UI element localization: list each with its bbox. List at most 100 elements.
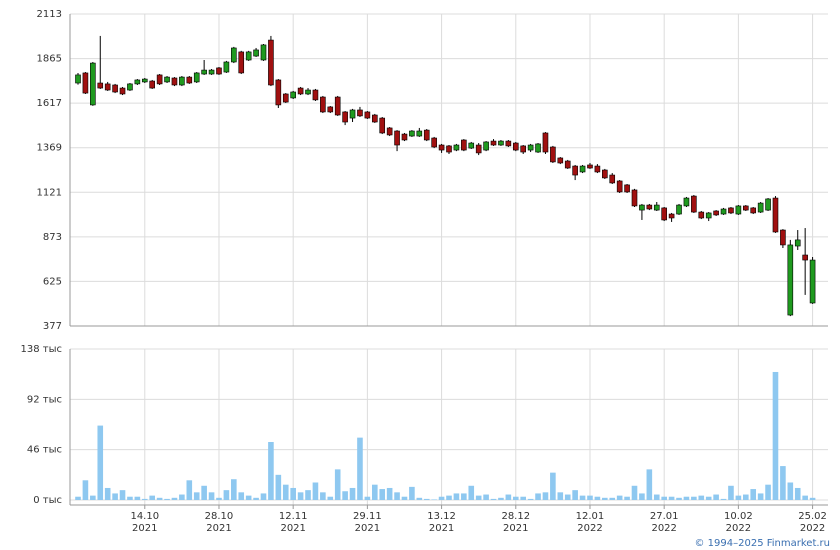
candle-body bbox=[498, 140, 504, 146]
candle-body bbox=[268, 39, 274, 86]
volume-bar bbox=[386, 487, 393, 500]
volume-bar bbox=[743, 494, 749, 500]
volume-bar bbox=[423, 498, 430, 500]
candle-body bbox=[82, 72, 89, 94]
candle-body bbox=[668, 213, 675, 219]
x-tick-label: 28.12 bbox=[501, 511, 530, 522]
candle-body bbox=[542, 132, 549, 153]
volume-bar bbox=[119, 490, 126, 500]
volume-bar bbox=[446, 495, 452, 500]
candle-body bbox=[809, 259, 816, 304]
x-tick-label: 27.01 bbox=[650, 511, 679, 522]
x-tick-year: 2021 bbox=[503, 523, 528, 534]
candle-body bbox=[364, 111, 371, 119]
candle-body bbox=[624, 184, 630, 193]
candle-body bbox=[639, 204, 645, 211]
candle-body bbox=[245, 51, 252, 61]
candle-body bbox=[312, 89, 319, 101]
candle-body bbox=[453, 144, 460, 151]
volume-bar bbox=[164, 498, 170, 500]
volume-bar bbox=[297, 492, 304, 500]
candle-body bbox=[564, 160, 571, 169]
volume-bar bbox=[97, 425, 104, 500]
volume-bar bbox=[587, 495, 593, 500]
candle-body bbox=[260, 44, 267, 61]
volume-bar bbox=[802, 495, 808, 500]
candle-body bbox=[134, 79, 141, 85]
candle-body bbox=[423, 129, 430, 141]
volume-bar bbox=[639, 493, 645, 500]
x-tick-year: 2021 bbox=[132, 523, 157, 534]
candle-body bbox=[780, 229, 786, 246]
candle-body bbox=[431, 137, 437, 148]
volume-bar bbox=[750, 489, 757, 500]
volume-bar bbox=[483, 494, 489, 500]
volume-bar bbox=[82, 480, 89, 500]
candle-body bbox=[334, 96, 341, 116]
volume-bar bbox=[713, 494, 719, 500]
volume-bar bbox=[357, 437, 363, 500]
y-tick-label: 1369 bbox=[37, 143, 62, 154]
candle-body bbox=[475, 144, 482, 154]
candle-body bbox=[557, 157, 564, 164]
y-tick-label: 1617 bbox=[37, 98, 62, 109]
volume-bar bbox=[453, 493, 460, 500]
volume-bar bbox=[757, 493, 764, 500]
volume-bar bbox=[112, 493, 118, 500]
candle-body bbox=[631, 189, 638, 207]
candle-body bbox=[149, 80, 155, 89]
candle-body bbox=[772, 197, 779, 233]
candle-body bbox=[728, 207, 734, 214]
candle-body bbox=[757, 202, 764, 213]
volume-bar bbox=[438, 496, 445, 500]
candle-body bbox=[275, 79, 282, 106]
candle-body bbox=[379, 117, 386, 134]
candle-body bbox=[705, 212, 712, 219]
volume-bar bbox=[490, 498, 497, 500]
volume-bar bbox=[735, 495, 742, 500]
candle-body bbox=[646, 204, 653, 210]
volume-bar bbox=[661, 496, 667, 500]
volume-bar bbox=[349, 487, 356, 500]
volume-bar bbox=[431, 499, 437, 500]
candle-body bbox=[802, 254, 808, 261]
candle-body bbox=[394, 130, 400, 146]
volume-bar bbox=[334, 469, 341, 500]
volume-bar bbox=[305, 490, 311, 500]
candle-body bbox=[750, 207, 757, 214]
volume-bar bbox=[364, 496, 371, 500]
volume-bar bbox=[631, 485, 638, 500]
candle-body bbox=[253, 49, 259, 57]
volume-bar bbox=[372, 484, 378, 500]
volume-bar bbox=[616, 495, 623, 500]
candle-body bbox=[490, 140, 497, 146]
volume-bar bbox=[646, 469, 653, 500]
candle-body bbox=[483, 141, 489, 151]
volume-bar bbox=[609, 497, 616, 500]
volume-bar bbox=[193, 492, 200, 500]
candle-body bbox=[179, 76, 185, 86]
candle-body bbox=[282, 93, 289, 103]
volume-bar bbox=[282, 484, 289, 500]
volume-bar bbox=[231, 479, 237, 500]
credit: © 1994–2025 Finmarket.ru bbox=[694, 538, 830, 549]
candle-body bbox=[438, 144, 445, 151]
volume-bar bbox=[223, 490, 230, 500]
volume-bar bbox=[149, 495, 155, 500]
volume-bar bbox=[765, 484, 771, 500]
volume-bar bbox=[290, 487, 296, 500]
volume-bar bbox=[253, 497, 259, 500]
candle-body bbox=[349, 109, 356, 119]
x-tick-year: 2022 bbox=[651, 523, 676, 534]
volume-bar bbox=[186, 480, 193, 500]
y-tick-label: 46 тыс bbox=[27, 445, 62, 456]
volume-bar bbox=[238, 492, 245, 500]
volume-bar bbox=[698, 495, 705, 500]
candle-body bbox=[320, 96, 326, 113]
volume-bar bbox=[394, 492, 400, 500]
volume-bar bbox=[260, 493, 267, 500]
volume-bar bbox=[171, 497, 178, 500]
candle-body bbox=[616, 180, 623, 193]
candle-body bbox=[765, 198, 771, 211]
